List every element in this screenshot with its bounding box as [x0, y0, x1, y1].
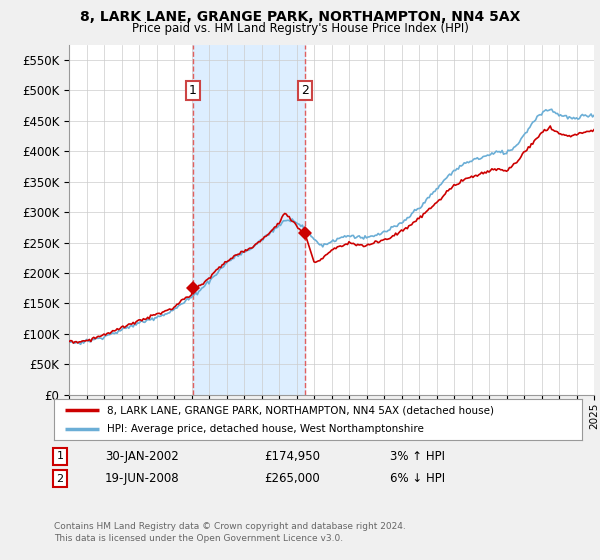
Text: 1: 1 — [189, 84, 197, 97]
Text: 8, LARK LANE, GRANGE PARK, NORTHAMPTON, NN4 5AX (detached house): 8, LARK LANE, GRANGE PARK, NORTHAMPTON, … — [107, 405, 494, 415]
Text: 19-JUN-2008: 19-JUN-2008 — [105, 472, 179, 486]
Bar — [193, 45, 305, 395]
Text: HPI: Average price, detached house, West Northamptonshire: HPI: Average price, detached house, West… — [107, 424, 424, 433]
Text: £174,950: £174,950 — [264, 450, 320, 463]
Text: £265,000: £265,000 — [264, 472, 320, 486]
Text: 8, LARK LANE, GRANGE PARK, NORTHAMPTON, NN4 5AX: 8, LARK LANE, GRANGE PARK, NORTHAMPTON, … — [80, 10, 520, 24]
Text: 2: 2 — [301, 84, 308, 97]
Text: 6% ↓ HPI: 6% ↓ HPI — [390, 472, 445, 486]
Text: Contains HM Land Registry data © Crown copyright and database right 2024.
This d: Contains HM Land Registry data © Crown c… — [54, 522, 406, 543]
Text: 2: 2 — [56, 474, 64, 484]
Text: 3% ↑ HPI: 3% ↑ HPI — [390, 450, 445, 463]
Text: 1: 1 — [56, 451, 64, 461]
Text: 30-JAN-2002: 30-JAN-2002 — [105, 450, 179, 463]
Text: Price paid vs. HM Land Registry's House Price Index (HPI): Price paid vs. HM Land Registry's House … — [131, 22, 469, 35]
